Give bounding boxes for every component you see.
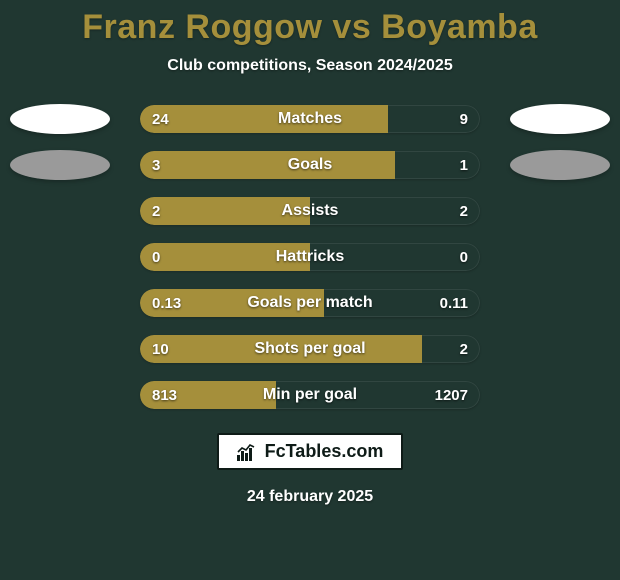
stat-row: 00Hattricks	[0, 243, 620, 271]
left-value: 10	[152, 341, 169, 358]
stat-bar: 0.130.11Goals per match	[140, 289, 480, 317]
stat-row: 22Assists	[0, 197, 620, 225]
player-left-marker	[10, 104, 110, 134]
player-right-marker	[510, 104, 610, 134]
brand-text: FcTables.com	[265, 441, 384, 462]
date-label: 24 february 2025	[247, 488, 373, 506]
bar-values: 24 9	[140, 105, 480, 133]
bar-values: 0.13 0.11	[140, 289, 480, 317]
stat-bar: 31Goals	[140, 151, 480, 179]
right-value: 1	[460, 157, 468, 174]
right-value: 9	[460, 111, 468, 128]
stat-row: 249Matches	[0, 105, 620, 133]
left-value: 2	[152, 203, 160, 220]
subtitle: Club competitions, Season 2024/2025	[167, 57, 452, 75]
right-value: 0.11	[440, 295, 468, 312]
stat-bar: 8131207Min per goal	[140, 381, 480, 409]
right-value: 2	[460, 341, 468, 358]
left-value: 24	[152, 111, 169, 128]
left-value: 0	[152, 249, 160, 266]
bar-values: 10 2	[140, 335, 480, 363]
comparison-infographic: Franz Roggow vs Boyamba Club competition…	[0, 0, 620, 580]
left-value: 3	[152, 157, 160, 174]
left-value: 0.13	[152, 295, 181, 312]
stat-bar: 22Assists	[140, 197, 480, 225]
bar-values: 813 1207	[140, 381, 480, 409]
stat-row: 31Goals	[0, 151, 620, 179]
player-left-marker	[10, 150, 110, 180]
right-value: 0	[460, 249, 468, 266]
stat-rows: 249Matches31Goals22Assists00Hattricks0.1…	[0, 105, 620, 409]
right-value: 1207	[435, 387, 468, 404]
left-value: 813	[152, 387, 177, 404]
chart-icon	[237, 443, 259, 461]
bar-values: 00	[140, 243, 480, 271]
stat-row: 102Shots per goal	[0, 335, 620, 363]
stat-bar: 249Matches	[140, 105, 480, 133]
stat-bar: 00Hattricks	[140, 243, 480, 271]
page-title: Franz Roggow vs Boyamba	[82, 8, 537, 47]
player-right-marker	[510, 150, 610, 180]
bar-values: 22	[140, 197, 480, 225]
bar-values: 31	[140, 151, 480, 179]
stat-row: 0.130.11Goals per match	[0, 289, 620, 317]
brand-badge: FcTables.com	[217, 433, 404, 470]
right-value: 2	[460, 203, 468, 220]
stat-row: 8131207Min per goal	[0, 381, 620, 409]
stat-bar: 102Shots per goal	[140, 335, 480, 363]
